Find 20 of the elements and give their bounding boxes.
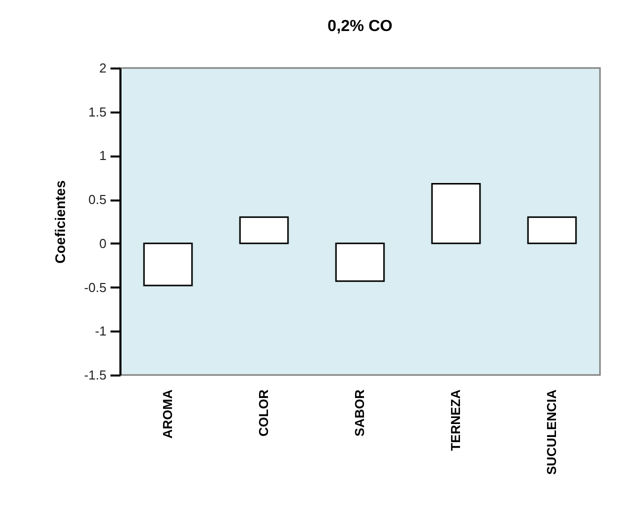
bar (527, 216, 577, 244)
bar (335, 242, 385, 282)
y-tick-label: 0 (99, 236, 106, 251)
x-tick-label: COLOR (256, 388, 271, 436)
x-tick-label: AROMA (160, 388, 175, 439)
y-tick-label: 1.5 (88, 104, 106, 120)
bar (431, 183, 481, 244)
y-tick-label: 2 (99, 60, 106, 76)
chart-title: 0,2% CO (328, 18, 392, 35)
bar (143, 242, 193, 286)
x-tick-label: TERNEZA (448, 388, 463, 451)
y-tick-label: -0.5 (84, 280, 106, 295)
y-tick-label: -1.5 (84, 368, 106, 382)
y-tick-label: 1 (99, 148, 106, 164)
bar (239, 216, 289, 244)
y-tick-label: -1 (94, 324, 106, 339)
y-axis-title: Coeficientes (52, 180, 68, 264)
x-tick-label: SUCULENCIA (544, 388, 559, 475)
y-tick-label: 0.5 (88, 192, 106, 208)
x-tick-label: SABOR (352, 388, 367, 436)
